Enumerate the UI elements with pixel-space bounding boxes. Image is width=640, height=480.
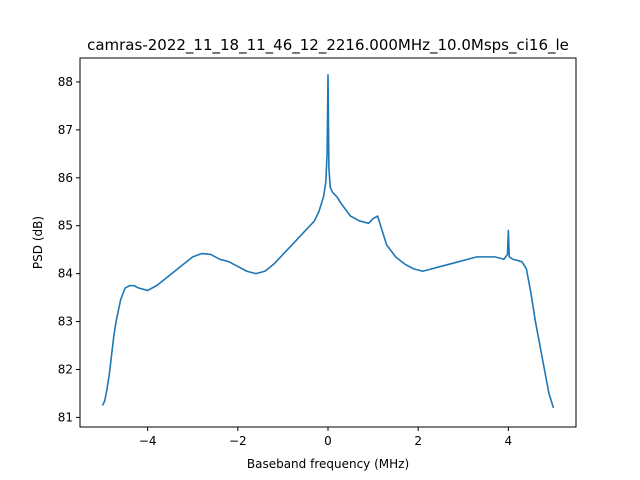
- x-axis-label: Baseband frequency (MHz): [247, 457, 409, 471]
- x-tick-label: 4: [505, 434, 513, 448]
- y-tick-label: 81: [58, 410, 73, 424]
- x-tick-label: −4: [139, 434, 157, 448]
- y-tick-label: 84: [58, 267, 73, 281]
- chart-title: camras-2022_11_18_11_46_12_2216.000MHz_1…: [87, 36, 569, 55]
- y-tick-label: 83: [58, 315, 73, 329]
- y-tick-label: 82: [58, 362, 73, 376]
- y-tick-label: 87: [58, 123, 73, 137]
- psd-series-line: [101, 73, 555, 409]
- x-tick-label: 0: [324, 434, 332, 448]
- y-tick-label: 86: [58, 171, 73, 185]
- x-tick-label: 2: [414, 434, 422, 448]
- y-tick-label: 88: [58, 75, 73, 89]
- y-tick-label: 85: [58, 219, 73, 233]
- y-axis-label: PSD (dB): [31, 216, 45, 269]
- x-tick-label: −2: [229, 434, 247, 448]
